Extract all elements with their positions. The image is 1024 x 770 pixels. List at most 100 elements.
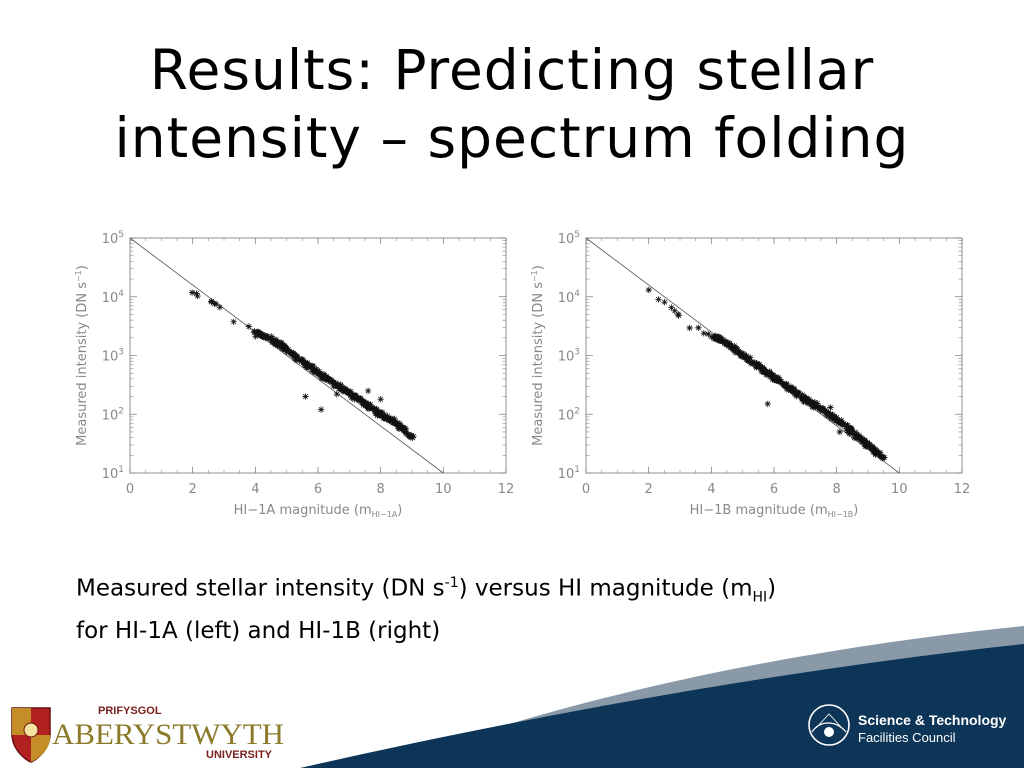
data-point — [726, 340, 734, 347]
data-point — [262, 334, 269, 342]
data-point — [402, 430, 410, 437]
data-point — [808, 403, 816, 411]
data-point — [364, 387, 372, 395]
data-point — [837, 418, 844, 425]
data-point — [747, 354, 754, 361]
data-point — [740, 354, 748, 361]
data-point — [321, 373, 328, 381]
data-point — [371, 408, 379, 416]
y-axis-label: Measured intensity (DN s−1) — [530, 265, 546, 446]
chart-hi1a: 0 2 4 6 8 10 12 101 102 103 104 105 HI−1A magnitude … — [70, 228, 514, 538]
data-point — [255, 331, 263, 338]
data-point — [717, 336, 724, 343]
data-point — [859, 435, 866, 443]
data-point — [264, 333, 272, 340]
data-point — [316, 368, 323, 375]
data-point — [878, 453, 885, 461]
data-point — [245, 323, 253, 330]
data-point — [671, 307, 678, 315]
x-tick-label: 0 — [126, 482, 134, 497]
data-point — [752, 363, 760, 370]
data-point — [340, 386, 348, 393]
data-point — [863, 442, 870, 450]
data-point — [724, 341, 732, 348]
data-point — [302, 362, 309, 369]
plot-frame — [129, 237, 507, 474]
data-point — [286, 348, 293, 355]
footer-swoosh — [300, 626, 1024, 768]
data-point — [333, 390, 340, 398]
data-point — [372, 410, 379, 417]
data-point — [872, 451, 879, 458]
data-point — [351, 396, 358, 403]
data-point — [254, 328, 261, 336]
data-point — [764, 400, 771, 408]
data-point — [392, 418, 399, 425]
data-point — [864, 440, 872, 447]
data-point — [291, 351, 298, 358]
data-point — [406, 432, 413, 440]
data-point — [212, 300, 220, 308]
data-point — [194, 292, 201, 300]
data-point — [260, 333, 268, 341]
data-point — [755, 364, 762, 371]
data-point — [769, 376, 776, 383]
data-point — [250, 329, 258, 336]
data-point — [346, 389, 353, 397]
data-point — [746, 356, 753, 364]
data-point — [810, 404, 818, 411]
data-point — [273, 336, 280, 344]
data-point — [876, 453, 884, 460]
data-point — [359, 398, 366, 406]
x-tick-label: 10 — [891, 482, 908, 497]
aber-main-text: ABERYSTWYTH — [52, 718, 284, 751]
x-tick-label: 10 — [435, 482, 452, 497]
data-point — [285, 346, 292, 353]
data-point — [811, 399, 818, 406]
data-point — [385, 416, 392, 423]
data-point — [770, 372, 777, 379]
data-point — [731, 342, 738, 350]
title-line-2: intensity – spectrum folding — [114, 106, 910, 170]
data-point — [281, 342, 288, 350]
y-tick-label: 102 — [558, 406, 580, 423]
y-tick-label: 103 — [102, 348, 124, 365]
data-point — [775, 378, 782, 385]
data-point — [230, 318, 237, 325]
data-point — [276, 340, 283, 347]
y-tick-label: 103 — [558, 348, 580, 365]
data-point — [803, 398, 810, 405]
data-point — [675, 312, 682, 319]
data-point — [302, 393, 309, 400]
data-point — [839, 422, 847, 429]
caption-sup: -1 — [444, 575, 459, 591]
fit-line — [129, 237, 444, 474]
data-point — [363, 402, 371, 409]
data-point — [802, 397, 809, 405]
x-tick-label: 4 — [707, 482, 715, 497]
data-point — [317, 406, 325, 413]
data-point — [373, 405, 380, 413]
y-tick-label: 104 — [102, 289, 125, 306]
data-point — [830, 413, 838, 420]
data-point — [835, 419, 842, 426]
data-point — [758, 364, 766, 372]
data-point — [847, 426, 854, 434]
data-point — [318, 372, 326, 379]
stfc-line-1: Science & Technology — [858, 712, 1007, 728]
data-point — [332, 382, 339, 389]
caption-sub: HI — [752, 589, 768, 606]
data-points — [645, 286, 888, 462]
data-point — [389, 419, 397, 426]
scatter-svg: 0 2 4 6 8 10 12 101 102 103 104 105 HI−1A magnitude … — [74, 230, 514, 519]
data-point — [725, 341, 733, 349]
y-tick-label: 101 — [102, 465, 124, 482]
data-point — [282, 346, 289, 354]
data-point — [216, 304, 224, 311]
data-point — [705, 330, 712, 338]
aber-small-text: PRIFYSGOL — [98, 705, 162, 717]
data-point — [728, 344, 735, 351]
data-point — [655, 296, 662, 303]
data-point — [674, 310, 682, 318]
data-point — [409, 434, 416, 441]
